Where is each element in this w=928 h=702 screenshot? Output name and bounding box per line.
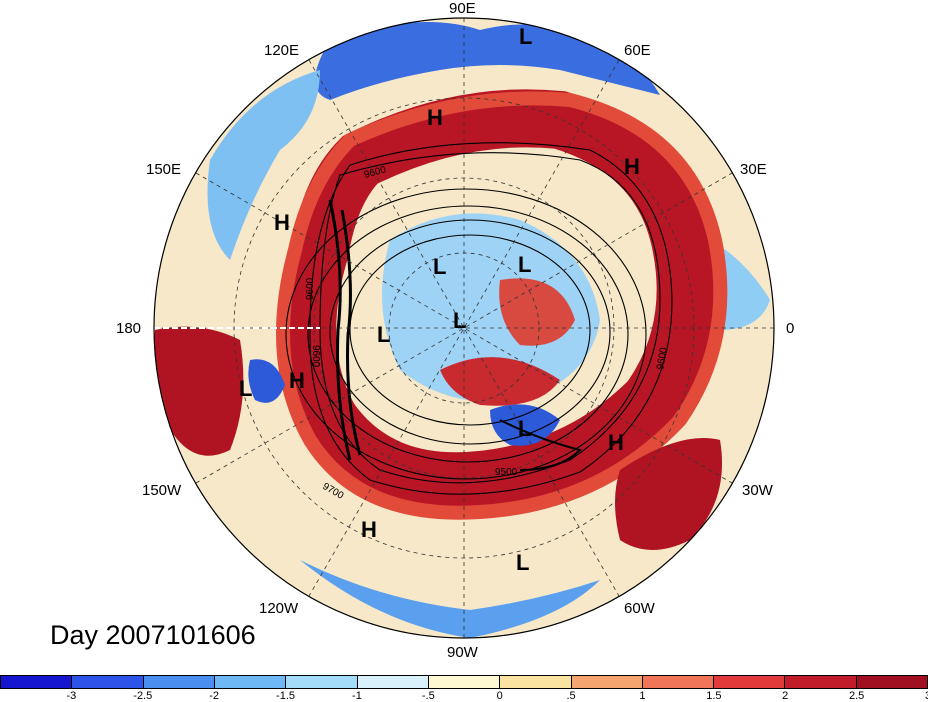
colorbar-swatch xyxy=(856,676,928,688)
colorbar-tick-label: .5 xyxy=(566,690,576,702)
lon-label-120w: 120W xyxy=(259,600,299,617)
lon-label-150w: 150W xyxy=(142,482,182,499)
inner-warm-core xyxy=(499,278,575,346)
colorbar-tick-label: -2.5 xyxy=(133,690,153,702)
lon-label-30w: 30W xyxy=(742,482,773,499)
colorbar-swatch xyxy=(571,676,643,688)
colorbar-swatch xyxy=(72,676,144,688)
pressure-center-marker: L xyxy=(519,24,533,49)
contour-label: 9500 xyxy=(495,467,518,478)
pressure-center-marker: L xyxy=(453,308,467,333)
pressure-center-marker: H xyxy=(289,368,305,393)
lon-label-180: 180 xyxy=(116,320,142,337)
colorbar-tick-label: -1.5 xyxy=(276,690,296,702)
colorbar-swatch xyxy=(143,676,215,688)
colorbar-swatch xyxy=(214,676,287,688)
colorbar-tick-label: 3 xyxy=(925,690,928,702)
contour-label: 9600 xyxy=(305,277,316,300)
lon-label-60e: 60E xyxy=(624,42,651,59)
lon-label-150e: 150E xyxy=(146,161,182,178)
colorbar-swatch xyxy=(357,676,429,688)
negative-anomaly-northwest xyxy=(207,70,320,260)
negative-anomaly-atlantic-low xyxy=(490,404,560,446)
colorbar-tick-label: 1.5 xyxy=(706,690,722,702)
colorbar-swatch xyxy=(714,676,786,688)
lon-label-120e: 120E xyxy=(264,42,300,59)
colorbar-tick-label: 2.5 xyxy=(848,690,865,702)
pressure-center-marker: L xyxy=(516,550,530,575)
map-graticule xyxy=(154,18,774,638)
pressure-center-marker: L xyxy=(433,254,447,279)
colorbar-swatch xyxy=(642,676,715,688)
negative-anomaly-pacific-low xyxy=(248,359,285,403)
pressure-center-marker: H xyxy=(624,154,640,179)
colorbar-tick-label: -.5 xyxy=(421,690,435,702)
colorbar-tick-label: -3 xyxy=(66,690,77,702)
geopotential-contours xyxy=(285,142,673,495)
colorbar-swatch xyxy=(500,676,572,688)
colorbar xyxy=(0,675,928,689)
colorbar-tick-labels: -3 -2.5 -2 -1.5 -1 -.5 0 .5 1 1.5 2 2.5 3 xyxy=(0,690,928,702)
positive-anomaly-southeast xyxy=(615,438,722,550)
inner-polar-field xyxy=(382,213,600,402)
pressure-center-marker: L xyxy=(377,322,391,347)
colorbar-swatch xyxy=(428,676,501,688)
colorbar-swatch xyxy=(1,676,73,688)
lon-label-60w: 60W xyxy=(624,600,655,617)
day-title: Day 2007101606 xyxy=(50,620,256,650)
lon-label-30e: 30E xyxy=(740,161,767,178)
lon-label-90e: 90E xyxy=(449,0,476,17)
positive-anomaly-west xyxy=(154,326,244,456)
pressure-center-marker: L xyxy=(518,416,532,441)
pressure-center-marker: L xyxy=(239,376,253,401)
lon-label-0: 0 xyxy=(786,320,795,337)
colorbar-tick-label: -1 xyxy=(352,690,362,702)
lon-label-90w: 90W xyxy=(447,644,478,661)
colorbar-swatch xyxy=(286,676,358,688)
pressure-center-marker: L xyxy=(518,252,532,277)
contour-label: 9600 xyxy=(655,346,670,370)
pressure-center-marker: H xyxy=(427,105,443,130)
contour-label: 9600 xyxy=(310,345,321,368)
inner-warm-streak xyxy=(440,357,560,406)
positive-anomaly-ring-edge xyxy=(276,91,728,520)
negative-anomaly-south xyxy=(300,560,600,638)
colorbar-tick-label: -2 xyxy=(209,690,220,702)
colorbar-tick-label: 0 xyxy=(496,690,503,702)
colorbar-tick-label: 2 xyxy=(782,690,789,702)
pressure-center-marker: H xyxy=(608,430,624,455)
pressure-center-marker: H xyxy=(361,517,377,542)
colorbar-tick-label: 1 xyxy=(639,690,646,702)
colorbar-swatch xyxy=(785,676,857,688)
pressure-center-marker: H xyxy=(274,210,290,235)
map-boundary xyxy=(153,17,775,639)
negative-anomaly-north xyxy=(315,22,660,100)
